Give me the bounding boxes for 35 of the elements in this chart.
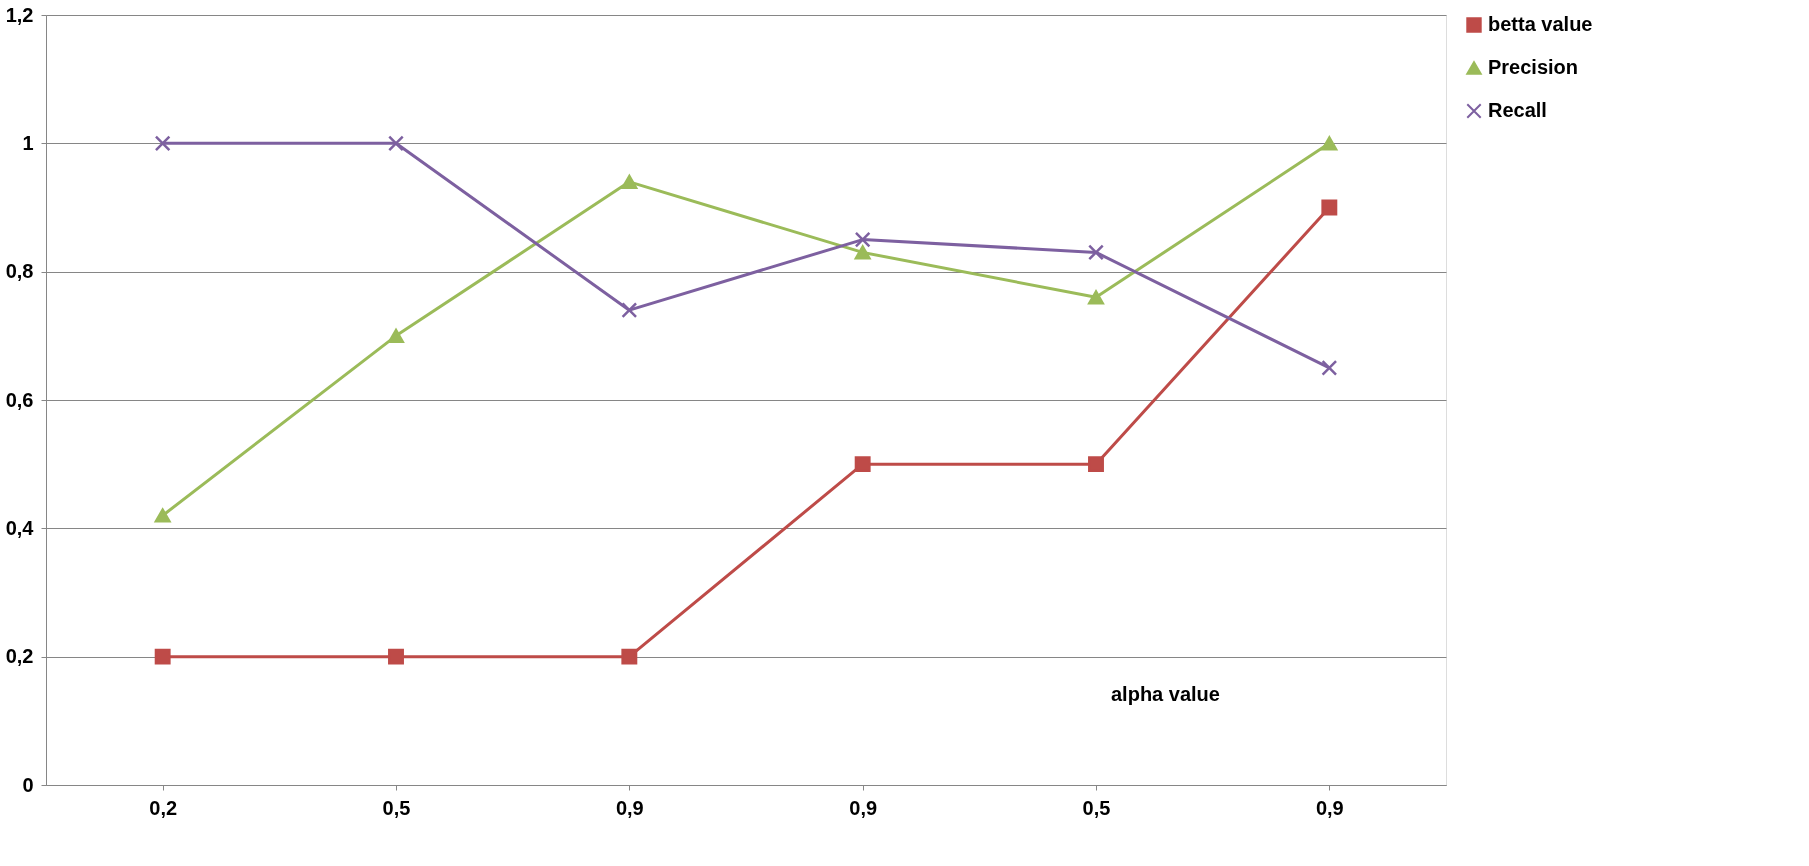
- point: [1088, 456, 1104, 473]
- point: [854, 231, 871, 248]
- y-tick-label: 0,2: [5, 645, 34, 668]
- point: [1088, 290, 1104, 305]
- point: [621, 648, 638, 665]
- legend-label: Precision: [1488, 56, 1579, 78]
- y-tick-label: 1: [22, 131, 34, 154]
- annotation: alpha value: [1111, 683, 1220, 705]
- point: [854, 456, 871, 473]
- x-tick-label: 0,9: [1315, 796, 1344, 819]
- point: [1321, 136, 1338, 151]
- legend-label: betta value: [1488, 13, 1593, 35]
- point: [154, 648, 171, 665]
- y-tick-label: 1,2: [5, 3, 34, 26]
- point: [388, 135, 404, 152]
- point: [154, 508, 171, 523]
- x-tick-label: 0,9: [849, 796, 878, 819]
- legend-label: Recall: [1488, 99, 1547, 121]
- x-tick-label: 0,2: [149, 796, 178, 819]
- y-tick-label: 0,4: [5, 516, 35, 539]
- point: [621, 174, 638, 189]
- y-tick-label: 0,6: [5, 388, 34, 411]
- point: [1088, 244, 1104, 261]
- point: [154, 135, 171, 152]
- point: [388, 648, 404, 665]
- x-tick-label: 0,5: [1082, 796, 1111, 819]
- y-tick-label: 0,8: [5, 260, 34, 283]
- x-tick-label: 0,5: [382, 796, 411, 819]
- y-tick-label: 0: [22, 773, 34, 796]
- point: [854, 245, 871, 260]
- point: [1321, 359, 1338, 376]
- point: [388, 328, 404, 343]
- point: [621, 302, 638, 319]
- point: [1321, 199, 1338, 216]
- x-tick-label: 0,9: [615, 796, 644, 819]
